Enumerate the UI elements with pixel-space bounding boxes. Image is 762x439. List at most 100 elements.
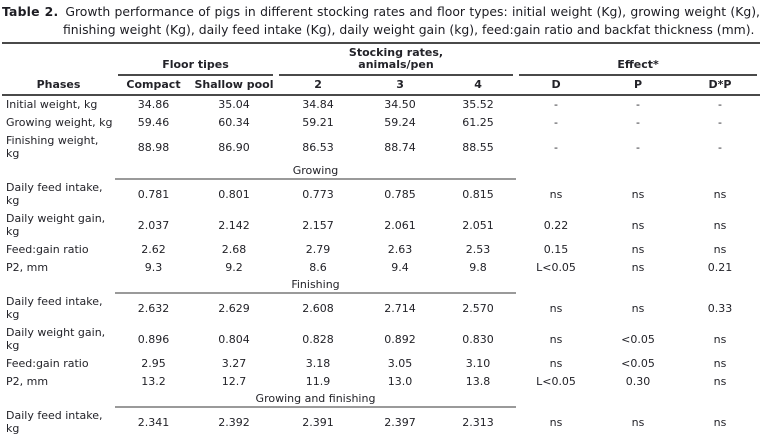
table-caption-label: Table 2.: [2, 4, 59, 19]
value-cell: 9.3: [144, 261, 163, 274]
value-cell: 2.570: [462, 302, 494, 315]
group-header-stocking-rates-label: Stocking rates, animals/pen: [279, 47, 514, 76]
value-cell: 2.051: [462, 218, 494, 232]
value-cell: 0.892: [384, 332, 416, 346]
value-cell: 0.785: [384, 188, 416, 201]
group-header-row: Floor tipes Stocking rates, animals/pen …: [2, 43, 760, 76]
value-cell: 0.781: [137, 188, 170, 201]
value-cell: 3.27: [221, 357, 247, 370]
value-cell: 12.7: [221, 375, 247, 388]
value-cell: 59.46: [137, 116, 170, 129]
table-row: P2, mm 9.3 9.2 8.6 9.4 9.8 L<0.05 ns 0.21: [2, 259, 760, 277]
phase-cell: Daily feed intake, kg: [6, 295, 103, 321]
value-cell: 59.21: [302, 116, 334, 129]
table-row: Daily feed intake, kg 2.341 2.392 2.391 2.39…: [2, 407, 760, 438]
value-cell: -: [718, 98, 723, 111]
value-cell: ns: [713, 357, 727, 370]
column-header-rate-3: 3: [360, 76, 441, 96]
value-cell: 2.68: [221, 243, 247, 256]
value-cell: 0.22: [543, 218, 569, 232]
phase-cell: Daily feed intake, kg: [6, 409, 103, 435]
phase-cell: Feed:gain ratio: [6, 243, 89, 256]
value-cell: 2.79: [305, 243, 331, 256]
value-cell: 0.30: [625, 375, 651, 388]
growth-performance-table: Floor tipes Stocking rates, animals/pen …: [2, 42, 761, 439]
section-title: Growing and finishing: [115, 391, 517, 408]
value-cell: 88.74: [384, 140, 416, 154]
phase-cell: Daily feed intake, kg: [6, 181, 103, 207]
column-header-p: P: [596, 76, 681, 96]
value-cell: ns: [631, 218, 645, 232]
value-cell: 88.98: [137, 140, 170, 154]
phase-cell: P2, mm: [6, 375, 49, 388]
table-caption-text: Growth performance of pigs in different …: [63, 4, 760, 37]
value-cell: ns: [549, 187, 563, 201]
value-cell: 88.55: [462, 140, 494, 154]
phase-cell: Daily weight gain, kg: [6, 326, 106, 352]
value-cell: 2.629: [218, 302, 250, 315]
value-cell: 0.33: [707, 301, 733, 315]
value-cell: 0.21: [707, 261, 733, 274]
value-cell: 2.341: [137, 416, 170, 429]
table-row: Finishing weight, kg 88.98 86.90 86.53 88.74…: [2, 132, 760, 163]
value-cell: 34.86: [137, 98, 170, 111]
value-cell: 2.632: [137, 302, 170, 315]
value-cell: ns: [549, 332, 563, 346]
value-cell: L<0.05: [536, 375, 576, 388]
value-cell: 0.896: [137, 332, 170, 346]
column-header-phases: Phases: [2, 76, 115, 96]
value-cell: ns: [713, 332, 727, 346]
value-cell: 3.05: [387, 357, 413, 370]
value-cell: 13.0: [387, 375, 413, 388]
value-cell: 0.804: [218, 332, 250, 346]
value-cell: 2.397: [384, 416, 416, 429]
value-cell: ns: [549, 301, 563, 315]
table-row: Feed:gain ratio 2.62 2.68 2.79 2.63 2.53 0.15 n…: [2, 241, 760, 259]
value-cell: 8.6: [309, 261, 327, 274]
table-row: P2, mm 13.2 12.7 11.9 13.0 13.8 L<0.05 0.30 ns: [2, 373, 760, 391]
value-cell: 13.8: [465, 375, 491, 388]
table-figure: Table 2. Growth performance of pigs in di…: [2, 3, 761, 439]
section-header-spacer: [516, 277, 760, 293]
value-cell: 59.24: [384, 116, 416, 129]
phase-cell: Feed:gain ratio: [6, 357, 89, 370]
value-cell: 13.2: [141, 375, 166, 388]
value-cell: 2.142: [218, 218, 250, 232]
value-cell: 0.815: [462, 188, 494, 201]
section-title: Finishing: [115, 277, 517, 294]
value-cell: ns: [713, 243, 727, 256]
table-row: Growing weight, kg 59.46 60.34 59.21 59.24 61…: [2, 114, 760, 132]
section-header-spacer: [516, 391, 760, 407]
value-cell: 35.52: [462, 98, 494, 111]
value-cell: 60.34: [218, 116, 250, 129]
value-cell: -: [554, 98, 558, 111]
column-header-shallow-pool: Shallow pool: [192, 76, 277, 96]
value-cell: 61.25: [462, 116, 494, 129]
column-header-row: Phases Compact Shallow pool 2 3 4 D P D*…: [2, 76, 761, 96]
value-cell: ns: [631, 243, 645, 256]
section-header-spacer: [516, 163, 760, 179]
value-cell: 2.157: [302, 218, 334, 232]
value-cell: ns: [631, 261, 645, 274]
section-header-spacer: [2, 277, 115, 293]
phase-cell: Growing weight, kg: [6, 116, 113, 129]
section-header-spacer: [2, 163, 115, 179]
section-header-spacer: [2, 391, 115, 407]
value-cell: 86.53: [302, 140, 334, 154]
value-cell: 34.50: [384, 98, 416, 111]
value-cell: 2.53: [465, 243, 491, 256]
value-cell: 2.714: [384, 302, 416, 315]
table-row: Feed:gain ratio 2.95 3.27 3.18 3.05 3.10 ns <0.…: [2, 355, 760, 373]
value-cell: 9.8: [469, 261, 487, 274]
value-cell: -: [718, 116, 723, 129]
value-cell: ns: [713, 187, 727, 201]
value-cell: 0.830: [462, 332, 494, 346]
value-cell: 2.95: [141, 357, 166, 370]
section-header-row: Growing and finishing: [2, 391, 760, 408]
value-cell: L<0.05: [536, 261, 576, 274]
value-cell: 3.10: [465, 357, 491, 370]
table-row: Daily feed intake, kg 0.781 0.801 0.773 0.78…: [2, 179, 760, 210]
value-cell: -: [718, 140, 723, 154]
group-header-effect-label: Effect*: [519, 58, 758, 76]
value-cell: 0.773: [302, 188, 334, 201]
